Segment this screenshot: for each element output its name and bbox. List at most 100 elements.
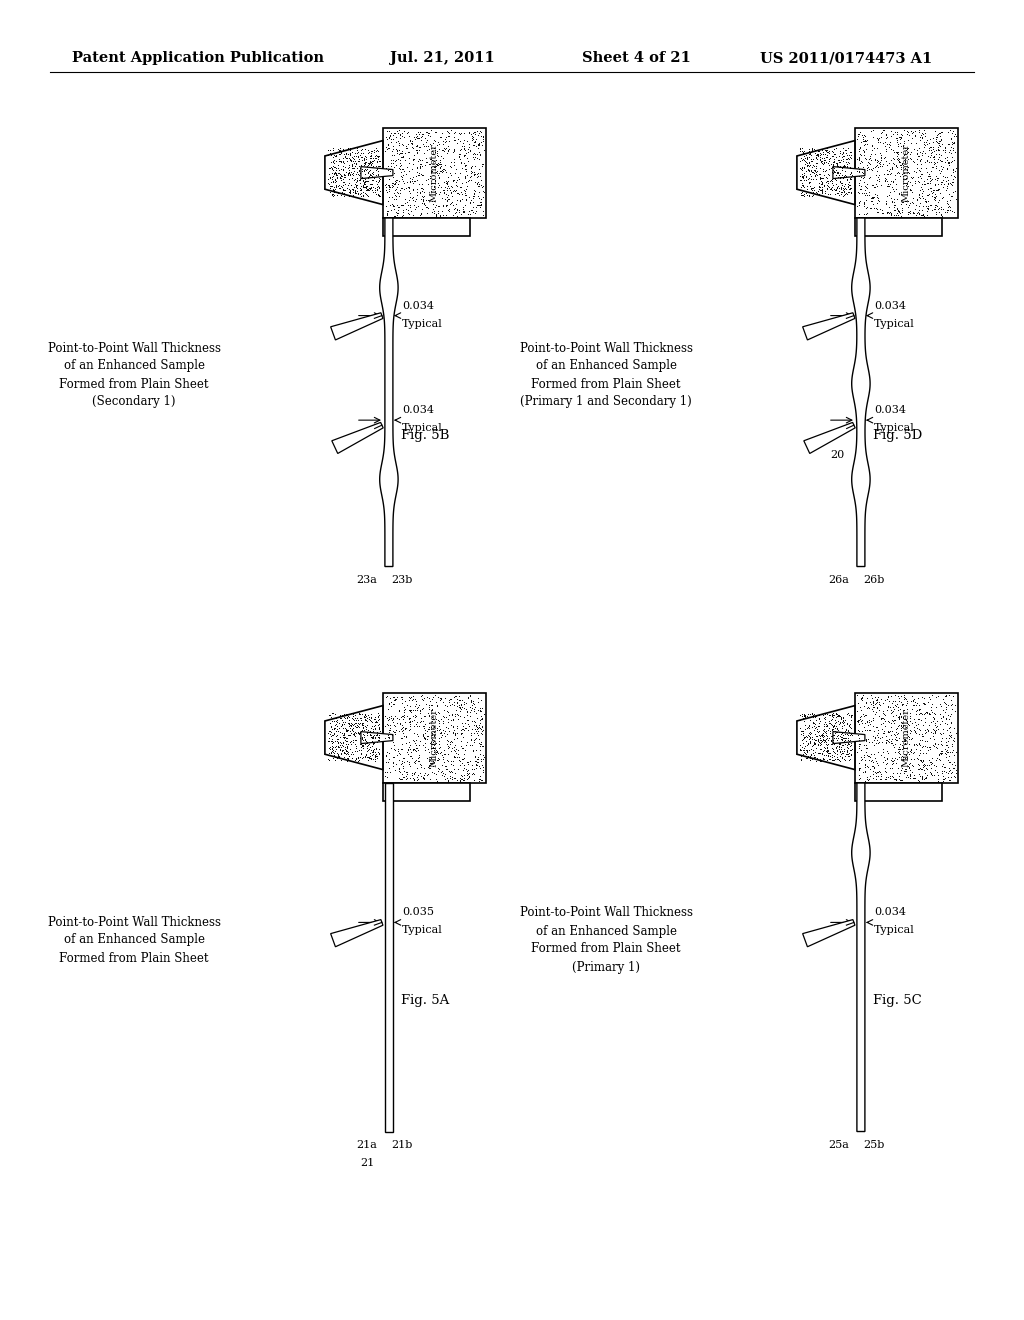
Point [831,152,848,173]
Point [336,185,352,206]
Point [442,762,459,783]
Point [463,199,479,220]
Point [419,764,435,785]
Point [408,140,424,161]
Point [793,143,809,164]
Point [434,760,451,781]
Point [435,205,452,226]
Point [415,190,431,211]
Point [440,709,457,730]
Point [350,182,367,203]
Point [939,199,955,220]
Point [404,149,421,170]
Point [406,738,422,759]
Point [891,688,907,709]
Point [881,185,897,206]
Point [923,700,939,721]
Point [324,738,340,759]
Point [327,149,343,170]
Point [817,183,834,205]
Point [453,203,469,224]
Point [434,133,451,154]
Point [330,176,346,197]
Point [938,727,954,748]
Point [794,181,810,202]
Point [932,714,948,735]
Point [801,152,817,173]
Point [365,733,381,754]
Point [414,156,430,177]
Point [865,137,882,158]
Point [915,755,932,776]
Point [414,685,430,706]
Point [805,713,821,734]
Point [900,729,916,750]
Point [942,766,958,787]
Point [473,194,489,215]
Point [912,124,929,145]
Point [463,690,479,711]
Point [874,153,891,174]
Point [823,140,840,161]
Point [388,143,404,164]
Point [468,702,484,723]
Point [362,739,379,760]
Point [379,709,395,730]
Point [879,133,895,154]
Point [907,173,924,194]
Point [350,722,367,743]
Point [386,689,402,710]
Point [407,768,423,789]
Point [945,685,962,706]
Point [910,183,927,205]
Point [451,750,467,771]
Point [344,158,360,180]
Point [865,176,882,197]
Point [903,174,920,195]
Point [358,178,375,199]
Point [370,156,386,177]
Point [437,725,454,746]
Point [895,714,911,735]
Point [396,160,413,181]
Point [839,723,855,744]
Point [452,694,468,715]
Point [370,730,386,751]
Point [798,743,814,764]
Point [890,199,906,220]
Point [898,744,914,766]
Point [802,722,818,743]
Point [456,755,472,776]
Point [888,768,904,789]
Point [444,169,461,190]
Point [381,694,397,715]
Point [385,755,401,776]
Point [869,198,886,219]
Point [881,197,897,218]
Point [837,177,853,198]
Point [333,743,349,764]
Point [379,182,395,203]
Point [357,182,374,203]
Point [368,711,384,733]
Point [332,137,348,158]
Point [939,742,955,763]
Point [454,748,470,770]
Point [916,152,933,173]
Point [876,700,892,721]
Point [887,747,903,768]
Point [334,713,350,734]
Point [421,704,437,725]
Text: Fig. 5B: Fig. 5B [401,429,450,442]
Point [353,176,370,197]
Point [383,132,399,153]
Point [868,152,885,173]
Point [333,733,349,754]
Point [445,709,462,730]
Point [419,721,435,742]
Point [460,768,476,789]
Point [843,161,859,182]
Point [827,162,844,183]
Point [840,727,856,748]
Point [370,731,386,752]
